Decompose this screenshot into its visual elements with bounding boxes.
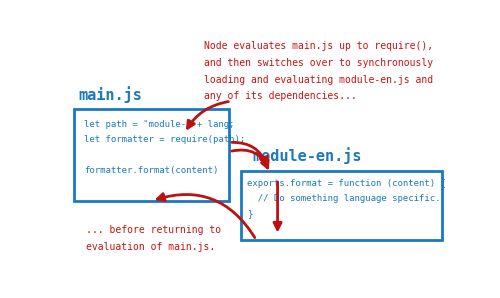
FancyBboxPatch shape xyxy=(241,171,442,240)
Text: module-en.js: module-en.js xyxy=(252,148,362,164)
Text: ... before returning to: ... before returning to xyxy=(86,225,221,235)
Text: exports.format = function (content) {: exports.format = function (content) { xyxy=(246,179,446,188)
Text: }: } xyxy=(246,209,252,218)
Text: // Do something language specific.: // Do something language specific. xyxy=(246,194,440,203)
Text: and then switches over to synchronously: and then switches over to synchronously xyxy=(204,58,433,68)
Text: let formatter = require(path);: let formatter = require(path); xyxy=(84,135,245,144)
Text: loading and evaluating module-en.js and: loading and evaluating module-en.js and xyxy=(204,74,433,85)
Text: formatter.format(content): formatter.format(content) xyxy=(84,166,218,175)
FancyBboxPatch shape xyxy=(74,109,229,201)
Text: evaluation of main.js.: evaluation of main.js. xyxy=(86,242,215,252)
Text: let path = "module-" + lang;: let path = "module-" + lang; xyxy=(84,119,234,128)
Text: main.js: main.js xyxy=(78,87,142,103)
Text: Node evaluates main.js up to require(),: Node evaluates main.js up to require(), xyxy=(204,41,433,52)
Text: any of its dependencies...: any of its dependencies... xyxy=(204,91,356,101)
